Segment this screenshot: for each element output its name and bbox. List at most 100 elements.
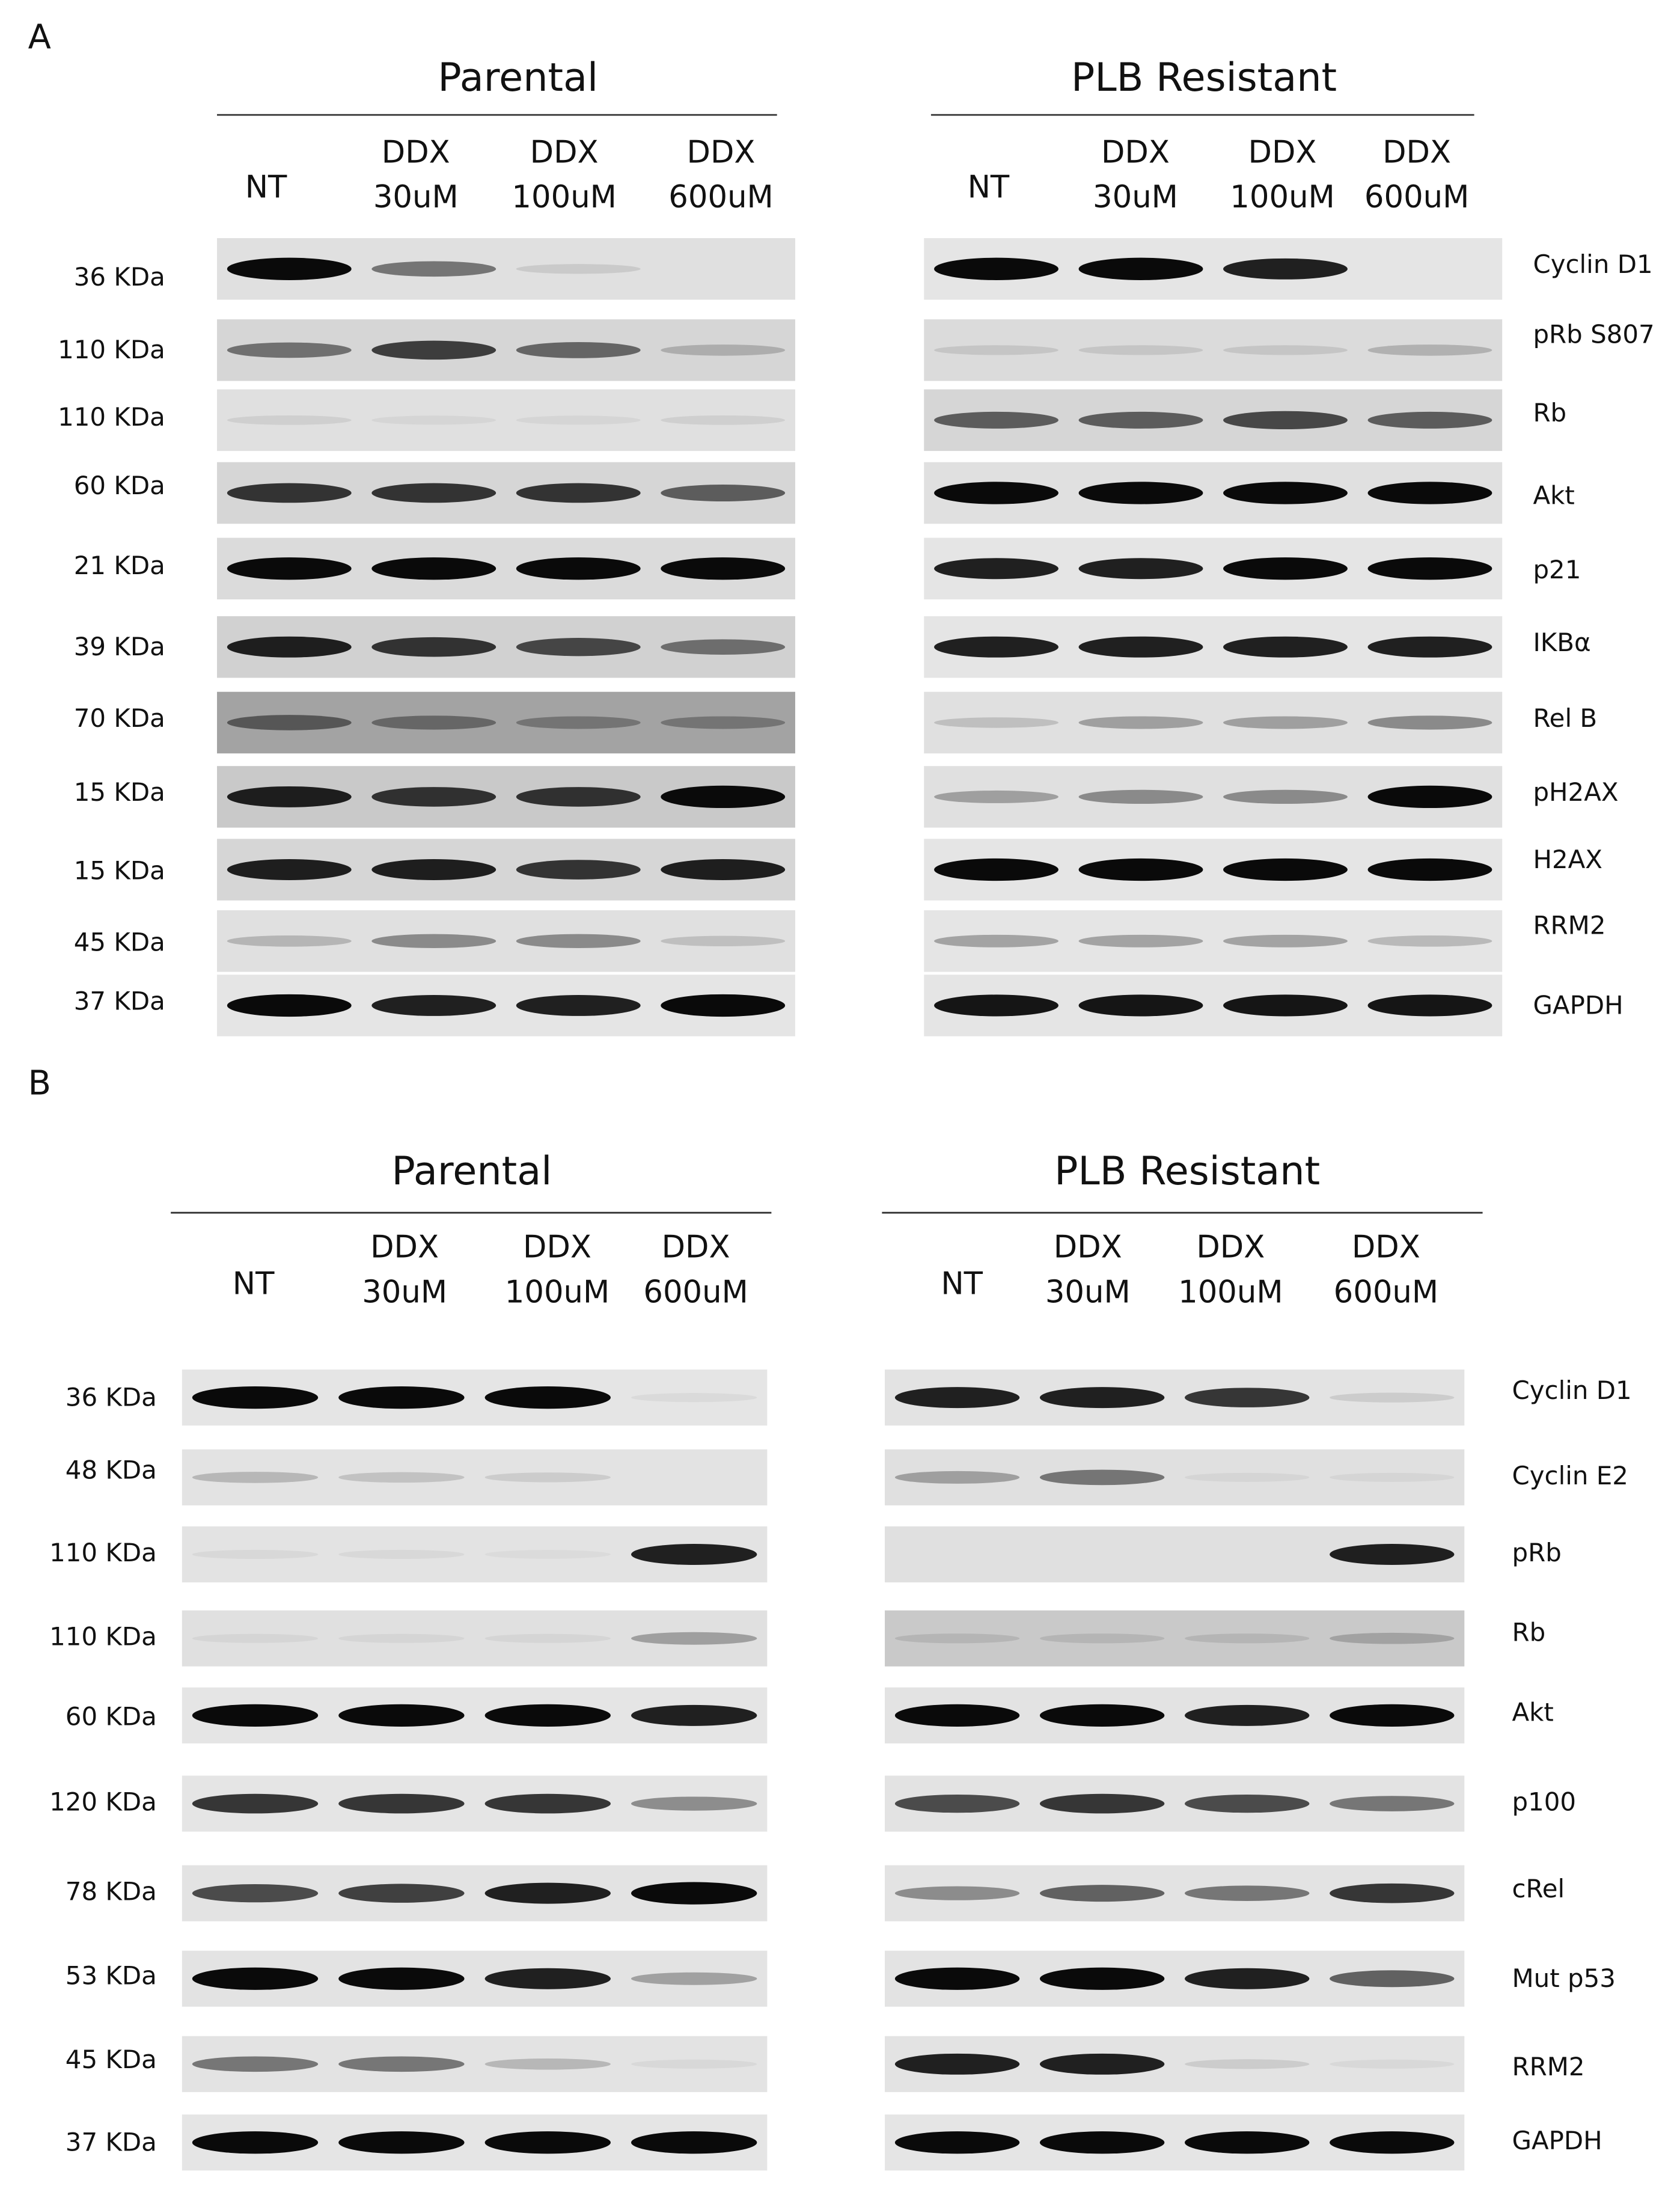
band (661, 716, 786, 729)
band (484, 1968, 611, 1989)
group-title: PLB Resistant (1054, 1148, 1320, 1194)
band (631, 2059, 757, 2069)
panel-letter: B (28, 1064, 51, 1103)
panel: B Parental NT DDX 30uM DDX 100uM DDX 600uM PLB Re… (28, 1064, 1632, 2171)
lane-label: 100uM (512, 179, 616, 215)
band (1039, 1633, 1165, 1644)
kda-label: 48 KDa (66, 1456, 157, 1485)
band (516, 557, 641, 580)
band (192, 1386, 319, 1409)
band (631, 1882, 757, 1905)
blot-strip (217, 910, 795, 972)
lane-label: DDX (1248, 134, 1317, 170)
band (338, 1386, 465, 1409)
band (1078, 994, 1203, 1017)
band (934, 636, 1058, 658)
kda-label: 21 KDa (74, 551, 165, 580)
lane-label: 600uM (643, 1274, 748, 1310)
band (661, 935, 786, 947)
band (1367, 858, 1492, 881)
band (1223, 258, 1348, 280)
lane-label: DDX (523, 1229, 591, 1266)
band (192, 1472, 319, 1483)
band (1039, 1967, 1165, 1990)
lane-label: NT (941, 1266, 983, 1302)
band (1330, 1704, 1455, 1727)
band (227, 994, 352, 1017)
lane-label: DDX (1352, 1229, 1420, 1266)
band (894, 1886, 1020, 1900)
band (484, 1704, 611, 1727)
band (894, 1387, 1020, 1409)
band (227, 935, 352, 947)
blot-strip (924, 691, 1503, 754)
band (371, 415, 496, 425)
band (894, 2053, 1020, 2075)
band (1330, 1796, 1455, 1811)
kda-label: 15 KDa (74, 777, 165, 807)
band (631, 1632, 757, 1645)
band (1223, 716, 1348, 729)
band (1185, 1968, 1310, 1989)
band (1223, 557, 1348, 580)
band (1223, 789, 1348, 804)
band (227, 415, 352, 425)
band (1330, 1392, 1455, 1403)
band (338, 2131, 465, 2154)
band (371, 261, 496, 277)
lane-label: DDX (662, 1229, 730, 1266)
band (484, 1793, 611, 1814)
lane-label: DDX (1054, 1229, 1122, 1266)
band (192, 1633, 319, 1643)
band (894, 1704, 1020, 1727)
band (227, 636, 352, 658)
panel-letter: A (28, 17, 51, 57)
blot-strip (885, 1449, 1465, 1505)
lane-label: NT (233, 1266, 275, 1302)
blot-strip (182, 1610, 768, 1667)
band (1367, 785, 1492, 809)
band (1367, 636, 1492, 658)
blot-strip (217, 389, 795, 452)
lane-label: 600uM (668, 179, 773, 215)
band (227, 557, 352, 580)
lane-label: NT (968, 170, 1010, 206)
band (1367, 344, 1492, 356)
kda-label: 110 KDa (58, 402, 165, 432)
band (1185, 1885, 1310, 1901)
kda-label: 60 KDa (74, 471, 165, 500)
band (516, 483, 641, 503)
band (338, 1884, 465, 1903)
band (1223, 994, 1348, 1017)
band (934, 411, 1058, 429)
band (338, 1967, 465, 1990)
band (338, 1549, 465, 1560)
band (1367, 411, 1492, 429)
kda-label: 78 KDa (66, 1877, 157, 1906)
band (1185, 1704, 1310, 1726)
band (1185, 1794, 1310, 1813)
band (227, 483, 352, 503)
band (1039, 1469, 1165, 1486)
kda-label: 37 KDa (74, 986, 165, 1015)
band (1078, 636, 1203, 658)
protein-label: pRb S807 (1533, 320, 1654, 349)
band (1367, 482, 1492, 504)
band (371, 483, 496, 503)
lane-label: 600uM (1364, 179, 1469, 215)
protein-label: p21 (1533, 555, 1581, 584)
band (371, 787, 496, 807)
band (371, 994, 496, 1016)
band (338, 1704, 465, 1727)
kda-label: 60 KDa (66, 1702, 157, 1731)
band (516, 860, 641, 880)
blot-strip (885, 1610, 1465, 1667)
band (227, 715, 352, 730)
band (1078, 257, 1203, 280)
band (371, 934, 496, 948)
band (1039, 1387, 1165, 1409)
band (1078, 558, 1203, 580)
protein-label: pH2AX (1533, 777, 1618, 807)
band (516, 638, 641, 657)
band (484, 1882, 611, 1904)
